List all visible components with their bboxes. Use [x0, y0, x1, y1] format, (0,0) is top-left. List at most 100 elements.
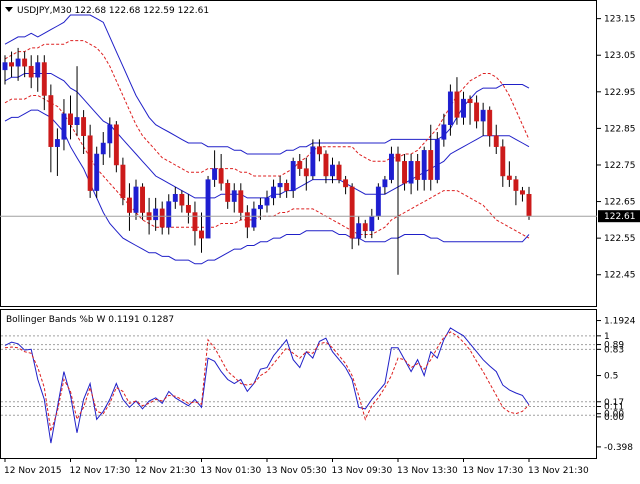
candle-body	[179, 193, 185, 206]
candle-body	[441, 124, 447, 140]
candle	[94, 146, 100, 198]
candle-body	[15, 58, 21, 67]
candle	[87, 124, 93, 198]
chart-menu-icon[interactable]	[5, 7, 13, 12]
candle	[48, 84, 54, 173]
candle	[81, 110, 87, 154]
candle-body	[297, 161, 303, 169]
candle-body	[264, 197, 270, 206]
indicator-tick-label: -0.398	[604, 443, 633, 453]
candle-body	[362, 223, 368, 232]
candle-body	[258, 204, 263, 210]
time-tick-label: 12 Nov 2015	[4, 466, 62, 476]
candle	[199, 212, 204, 253]
candle	[41, 55, 47, 111]
candle-body	[349, 186, 355, 239]
indicator-tick-label: 1.1924	[604, 317, 636, 327]
candle-body	[238, 190, 244, 213]
price-tick-label: 123.15	[604, 15, 636, 25]
time-tick-label: 13 Nov 01:30	[201, 466, 262, 476]
indicator-tick-label: 0.83	[604, 345, 624, 355]
price-tick-label: 122.55	[604, 234, 636, 244]
candle-body	[467, 98, 473, 104]
candle	[487, 106, 493, 147]
candle-body	[61, 113, 67, 140]
candle-body	[35, 62, 41, 78]
candle-body	[133, 186, 139, 213]
candle	[68, 95, 73, 140]
candle	[303, 157, 309, 191]
indicator-tick-label: 0.5	[604, 372, 618, 382]
candle-body	[461, 98, 466, 118]
candle	[375, 183, 381, 220]
candle	[290, 157, 296, 198]
candle-body	[68, 113, 73, 125]
candle-body	[513, 179, 519, 191]
candle-body	[310, 146, 316, 177]
candle	[454, 77, 460, 125]
candle	[28, 55, 34, 89]
indicator-tick-label: 0.17	[604, 398, 624, 408]
candle-body	[48, 95, 54, 147]
candle	[264, 190, 270, 213]
candle	[461, 91, 466, 125]
price-tick-label: 123.05	[604, 51, 636, 61]
candle	[316, 139, 322, 162]
candle	[336, 161, 342, 184]
candle	[277, 175, 283, 198]
candle	[113, 121, 119, 173]
candle-body	[454, 91, 460, 118]
candle	[133, 179, 139, 220]
price-panel-border	[0, 0, 597, 307]
candle-body	[199, 230, 204, 239]
candle-body	[290, 161, 296, 191]
price-tick-label: 122.45	[604, 271, 636, 281]
candle	[153, 197, 159, 231]
candle-body	[172, 193, 178, 202]
candle-body	[402, 161, 408, 184]
candle	[238, 183, 244, 220]
candle-body	[434, 139, 440, 180]
candle-body	[28, 65, 34, 78]
indicator-levels	[1, 335, 597, 416]
candle	[330, 157, 335, 184]
current-price-label: 122.61	[604, 212, 636, 222]
candle	[192, 201, 198, 246]
candle-body	[185, 204, 191, 213]
indicator-header: Bollinger Bands %b W 0.1191 0.1287	[6, 315, 174, 325]
candle-body	[192, 212, 198, 232]
candle	[74, 66, 80, 136]
candle-body	[323, 153, 329, 177]
candle	[61, 99, 67, 151]
price-tick-label: 122.65	[604, 198, 636, 208]
candle-body	[212, 168, 218, 180]
candle	[212, 150, 218, 187]
candle	[271, 179, 277, 206]
candle	[441, 113, 447, 147]
indicator-panel: Bollinger Bands %b W 0.1191 0.1287	[0, 309, 597, 459]
candle	[474, 95, 480, 129]
price-panel: USDJPY,M30 122.68 122.68 122.59 122.61	[0, 0, 597, 307]
candle	[120, 157, 126, 206]
candle-body	[277, 183, 283, 188]
candle-body	[41, 62, 47, 96]
candle	[218, 154, 224, 191]
candle-body	[415, 161, 421, 180]
candle	[297, 154, 303, 176]
candle-body	[153, 208, 159, 221]
candle	[284, 179, 290, 198]
candle-body	[356, 223, 362, 239]
candle-body	[493, 135, 499, 147]
candle-body	[330, 164, 335, 177]
candle-body	[395, 153, 401, 162]
candle-body	[54, 139, 60, 147]
candle-body	[421, 150, 427, 180]
candle	[520, 186, 525, 202]
candle-body	[9, 62, 15, 67]
time-tick-label: 12 Nov 17:30	[70, 466, 131, 476]
candle	[244, 205, 250, 239]
candle	[421, 146, 427, 191]
candle	[323, 150, 329, 184]
